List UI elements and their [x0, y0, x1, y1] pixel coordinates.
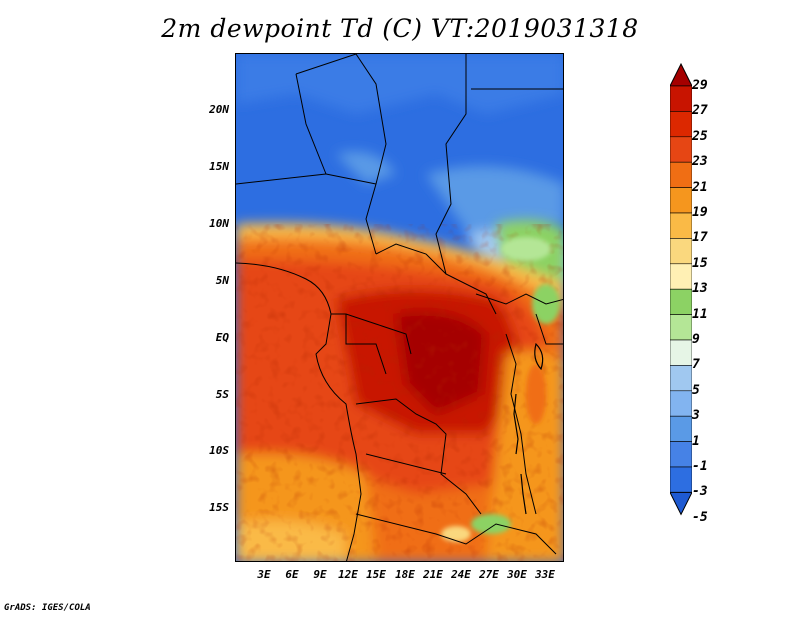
colorbar-label: 7: [692, 357, 700, 373]
colorbar-swatch: [670, 415, 692, 442]
lon-label-21e: 21E: [423, 568, 443, 581]
colorbar-label: -3: [692, 484, 708, 500]
lat-label-5n: 5N: [215, 274, 229, 287]
colorbar-swatch: [670, 314, 692, 341]
lon-label-9e: 9E: [313, 568, 327, 581]
colorbar-label: 27: [692, 103, 708, 119]
lat-label-10n: 10N: [209, 217, 229, 230]
plot-title: 2m dewpoint Td (C) VT:2019031318: [161, 14, 639, 43]
colorbar-swatch: [670, 187, 692, 214]
highland-patches: [441, 237, 560, 542]
colorbar-label: 23: [692, 154, 708, 170]
colorbar-label: -1: [692, 459, 708, 474]
colorbar-swatch: [670, 339, 692, 366]
lat-label-eq: EQ: [215, 331, 229, 344]
lon-label-27e: 27E: [479, 568, 499, 581]
colorbar-label: 3: [692, 408, 700, 424]
colorbar-arrow-bottom: [670, 491, 692, 516]
colorbar-swatch: [670, 466, 692, 493]
colorbar-swatch: [670, 390, 692, 417]
colorbar-label: 19: [692, 205, 708, 220]
colorbar-swatch: [670, 365, 692, 392]
colorbar-swatch: [670, 288, 692, 315]
country-borders: [236, 54, 563, 561]
dewpoint-map: [235, 53, 564, 562]
colorbar-swatch: [670, 161, 692, 188]
colorbar-swatch: [670, 441, 692, 468]
colorbar-label: 1: [692, 433, 700, 449]
colorbar-swatch: [670, 238, 692, 265]
colorbar-label: 21: [692, 179, 708, 195]
colorbar-label: 15: [692, 255, 708, 271]
colorbar-label: 5: [692, 382, 700, 398]
colorbar-label: 25: [692, 128, 708, 144]
colorbar: [670, 62, 692, 516]
colorbar-swatch: [670, 136, 692, 163]
lon-label-12e: 12E: [338, 568, 358, 581]
lon-label-33e: 33E: [535, 568, 555, 581]
lon-label-18e: 18E: [395, 568, 415, 581]
lon-label-30e: 30E: [507, 568, 527, 581]
colorbar-label: 29: [692, 78, 708, 93]
colorbar-label: 9: [692, 332, 700, 347]
lat-label-15n: 15N: [209, 160, 229, 173]
colorbar-swatch: [670, 212, 692, 239]
colorbar-label: 13: [692, 281, 708, 297]
grads-credit: GrADS: IGES/COLA: [4, 603, 91, 613]
lon-label-15e: 15E: [366, 568, 386, 581]
lat-label-10s: 10S: [209, 444, 229, 457]
colorbar-label: -5: [692, 509, 708, 525]
map-field: [236, 54, 563, 561]
lat-label-15s: 15S: [209, 501, 229, 514]
colorbar-swatch: [670, 111, 692, 138]
colorbar-label: 17: [692, 230, 708, 246]
colorbar-arrow-top: [670, 62, 692, 87]
colorbar-label: 11: [692, 306, 708, 322]
colorbar-swatch: [670, 85, 692, 112]
lon-label-24e: 24E: [451, 568, 471, 581]
lat-label-5s: 5S: [215, 388, 229, 401]
lon-label-3e: 3E: [257, 568, 271, 581]
lakes: [513, 342, 544, 515]
lat-label-20n: 20N: [209, 103, 229, 116]
colorbar-swatch: [670, 263, 692, 290]
lon-label-6e: 6E: [285, 568, 299, 581]
